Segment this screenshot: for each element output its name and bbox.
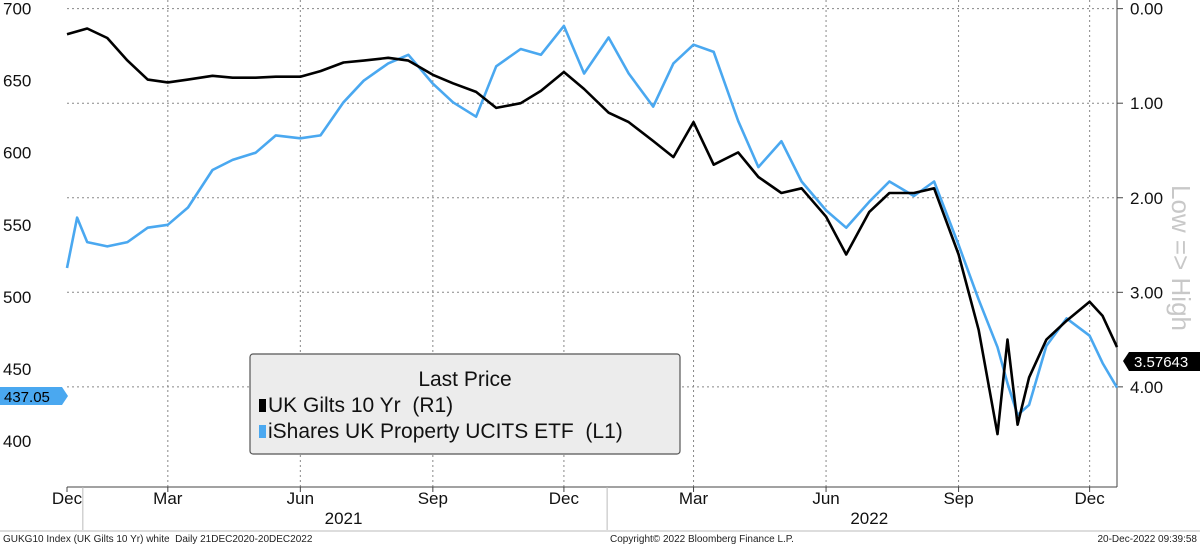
right-axis-label: Low => High — [1166, 185, 1196, 331]
footer-center: Copyright© 2022 Bloomberg Finance L.P. — [610, 534, 794, 545]
x-tick-label-1: Mar — [153, 489, 183, 508]
right-tick-label-0: 0.00 — [1130, 0, 1163, 19]
year-label-1: 2022 — [850, 509, 888, 528]
right-tick-label-3: 3.00 — [1130, 283, 1163, 302]
x-tick-label-3: Sep — [418, 489, 448, 508]
series-line-property-etf — [65, 24, 1119, 417]
footer-left: GUKG10 Index (UK Gilts 10 Yr) white Dail… — [3, 534, 313, 545]
legend-swatch-property-etf — [259, 425, 266, 438]
last-value-tag-property-etf: 437.05 — [0, 387, 68, 406]
left-tick-label-2: 600 — [3, 144, 31, 163]
x-axis-ticks: Dec Mar Jun Sep Dec Mar Jun Sep Dec — [52, 489, 1105, 508]
right-axis-ticks: 0.00 1.00 2.00 3.00 4.00 — [1130, 0, 1163, 397]
left-tick-label-3: 550 — [3, 216, 31, 235]
axes — [0, 0, 1200, 532]
year-labels: 2021 2022 — [325, 509, 889, 528]
left-tick-label-4: 500 — [3, 288, 31, 307]
footer-right: 20-Dec-2022 09:39:58 — [1097, 534, 1197, 545]
right-tick-label-2: 2.00 — [1130, 189, 1163, 208]
left-tick-label-1: 650 — [3, 72, 31, 91]
legend-entry-gilts: UK Gilts 10 Yr (R1) — [268, 394, 453, 417]
footer: GUKG10 Index (UK Gilts 10 Yr) white Dail… — [3, 534, 1197, 545]
legend-title: Last Price — [418, 368, 511, 391]
x-tick-label-5: Mar — [679, 489, 709, 508]
series-lines — [65, 24, 1119, 436]
x-tick-label-2: Jun — [287, 489, 314, 508]
x-tick-label-8: Dec — [1075, 489, 1106, 508]
last-value-label-property-etf: 437.05 — [4, 389, 50, 406]
left-tick-label-6: 400 — [3, 432, 31, 451]
legend-swatch-gilts — [259, 399, 266, 412]
left-tick-label-0: 700 — [3, 0, 31, 19]
left-axis-ticks: 700 650 600 550 500 450 400 — [3, 0, 31, 451]
legend-entry-property-etf: iShares UK Property UCITS ETF (L1) — [268, 420, 623, 443]
left-tick-label-5: 450 — [3, 360, 31, 379]
year-label-0: 2021 — [325, 509, 363, 528]
right-tick-label-1: 1.00 — [1130, 94, 1163, 113]
legend: Last Price UK Gilts 10 Yr (R1) iShares U… — [249, 353, 681, 455]
x-tick-label-7: Sep — [943, 489, 973, 508]
x-tick-label-6: Jun — [812, 489, 839, 508]
last-value-label-gilts: 3.57643 — [1134, 354, 1188, 371]
right-tick-label-4: 4.00 — [1130, 378, 1163, 397]
last-value-tag-gilts: 3.57643 — [1123, 352, 1200, 371]
x-tick-label-4: Dec — [549, 489, 580, 508]
series-line-gilts — [66, 27, 1119, 436]
x-tick-label-0: Dec — [52, 489, 83, 508]
